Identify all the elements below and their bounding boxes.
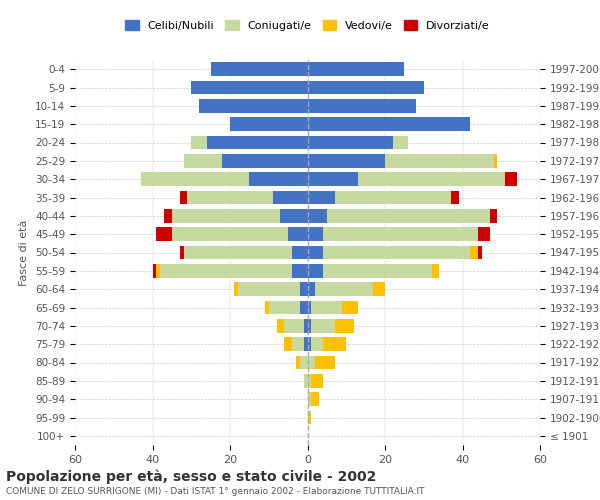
Bar: [308, 338, 311, 351]
Bar: [308, 410, 311, 424]
Bar: [304, 319, 308, 332]
Bar: [238, 282, 300, 296]
Bar: [187, 190, 272, 204]
Bar: [335, 190, 451, 204]
Bar: [308, 246, 323, 260]
Bar: [269, 300, 300, 314]
Bar: [385, 154, 493, 168]
Bar: [335, 319, 354, 332]
Bar: [308, 118, 470, 131]
Bar: [311, 392, 319, 406]
Bar: [308, 154, 385, 168]
Bar: [393, 136, 408, 149]
Bar: [323, 246, 470, 260]
Bar: [308, 374, 311, 388]
Bar: [179, 246, 184, 260]
Bar: [323, 338, 346, 351]
Bar: [315, 282, 373, 296]
Bar: [277, 319, 284, 332]
Bar: [300, 300, 308, 314]
Bar: [191, 80, 308, 94]
Bar: [292, 264, 308, 278]
Bar: [308, 190, 335, 204]
Bar: [308, 392, 311, 406]
Bar: [323, 264, 431, 278]
Bar: [222, 154, 308, 168]
Bar: [308, 209, 327, 222]
Bar: [358, 172, 505, 186]
Bar: [308, 99, 416, 112]
Bar: [164, 209, 172, 222]
Bar: [470, 246, 478, 260]
Bar: [172, 209, 280, 222]
Bar: [300, 356, 308, 370]
Bar: [250, 172, 308, 186]
Bar: [478, 228, 490, 241]
Bar: [451, 190, 458, 204]
Bar: [493, 154, 497, 168]
Bar: [199, 99, 308, 112]
Bar: [160, 264, 292, 278]
Bar: [308, 136, 393, 149]
Bar: [172, 228, 288, 241]
Bar: [157, 228, 172, 241]
Bar: [179, 190, 187, 204]
Y-axis label: Fasce di età: Fasce di età: [19, 220, 29, 286]
Bar: [211, 62, 308, 76]
Bar: [280, 209, 308, 222]
Bar: [343, 300, 358, 314]
Bar: [292, 246, 308, 260]
Bar: [304, 374, 308, 388]
Legend: Celibi/Nubili, Coniugati/e, Vedovi/e, Divorziati/e: Celibi/Nubili, Coniugati/e, Vedovi/e, Di…: [121, 16, 494, 35]
Bar: [207, 136, 308, 149]
Bar: [505, 172, 517, 186]
Bar: [308, 228, 323, 241]
Bar: [311, 338, 323, 351]
Bar: [296, 356, 300, 370]
Bar: [308, 80, 424, 94]
Bar: [300, 282, 308, 296]
Bar: [431, 264, 439, 278]
Bar: [308, 319, 311, 332]
Bar: [288, 228, 308, 241]
Bar: [284, 338, 292, 351]
Text: COMUNE DI ZELO SURRIGONE (MI) - Dati ISTAT 1° gennaio 2002 - Elaborazione TUTTIT: COMUNE DI ZELO SURRIGONE (MI) - Dati IST…: [6, 488, 425, 496]
Bar: [141, 172, 250, 186]
Bar: [478, 246, 482, 260]
Bar: [311, 300, 343, 314]
Bar: [265, 300, 269, 314]
Bar: [311, 319, 335, 332]
Bar: [308, 300, 311, 314]
Bar: [284, 319, 304, 332]
Bar: [191, 136, 207, 149]
Bar: [184, 154, 222, 168]
Bar: [292, 338, 304, 351]
Bar: [308, 264, 323, 278]
Bar: [184, 246, 292, 260]
Bar: [308, 282, 315, 296]
Bar: [308, 172, 358, 186]
Text: Popolazione per età, sesso e stato civile - 2002: Popolazione per età, sesso e stato civil…: [6, 470, 376, 484]
Bar: [308, 62, 404, 76]
Bar: [272, 190, 308, 204]
Bar: [308, 356, 315, 370]
Bar: [157, 264, 160, 278]
Bar: [230, 118, 308, 131]
Bar: [315, 356, 335, 370]
Bar: [234, 282, 238, 296]
Bar: [152, 264, 157, 278]
Bar: [490, 209, 497, 222]
Bar: [323, 228, 478, 241]
Bar: [311, 374, 323, 388]
Bar: [304, 338, 308, 351]
Bar: [373, 282, 385, 296]
Bar: [327, 209, 490, 222]
